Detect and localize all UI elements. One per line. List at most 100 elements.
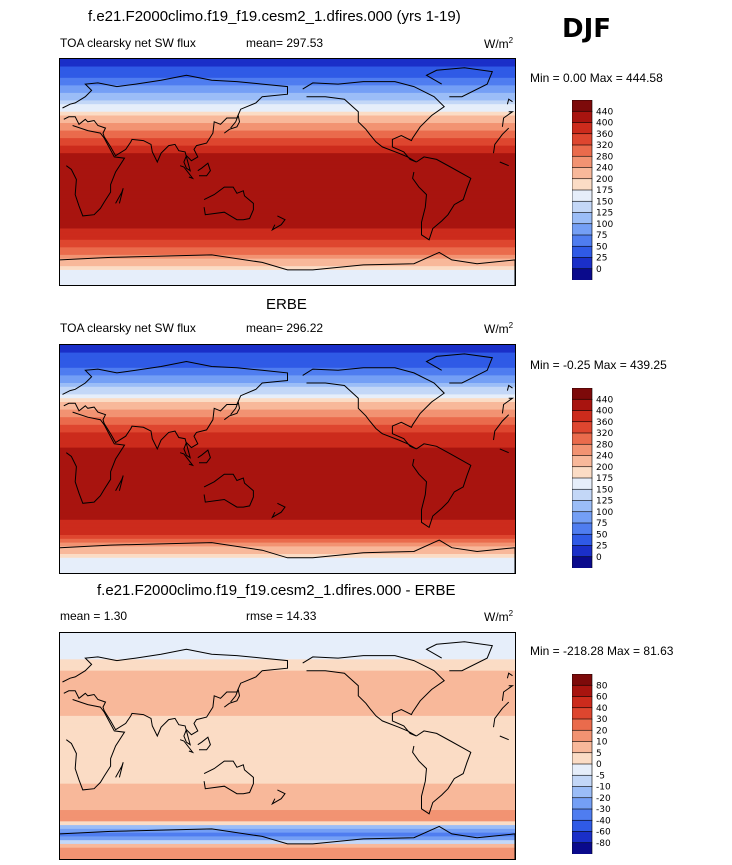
band-lat-20 <box>60 432 515 437</box>
colorbar-swatch <box>571 268 593 281</box>
band-lat-83 <box>60 352 515 357</box>
band-lat-80 <box>60 644 515 649</box>
coastline <box>60 539 515 573</box>
band-lat-53 <box>60 678 515 683</box>
band-lat-8 <box>60 734 515 740</box>
band-lat-41 <box>60 693 515 698</box>
band-lat-14 <box>60 440 515 445</box>
coastline <box>302 655 445 737</box>
colorbar-tick-label: 240 <box>596 164 613 174</box>
band-lat-38 <box>60 409 515 414</box>
season-label: DJF <box>562 14 612 44</box>
coastline <box>501 685 515 701</box>
coastline <box>197 449 211 464</box>
band-lat--79 <box>60 843 515 849</box>
band-lat--16 <box>60 764 515 770</box>
panel1-minmax: Min = 0.00 Max = 444.58 <box>530 71 663 85</box>
band-lat--58 <box>60 817 515 822</box>
band-lat-5 <box>60 451 515 456</box>
colorbar-tick-label: 50 <box>596 242 608 252</box>
band-lat-23 <box>60 715 515 721</box>
band-lat--4 <box>60 175 515 181</box>
panel1-title: f.e21.F2000climo.f19_f19.cesm2_1.dfires.… <box>88 8 461 25</box>
band-lat--76 <box>60 266 515 271</box>
colorbar-tick-label: 0 <box>596 265 602 275</box>
colorbar-swatch <box>571 257 593 270</box>
coastline <box>506 98 513 105</box>
colorbar-tick-label: 360 <box>596 130 613 140</box>
band-lat-2 <box>60 455 515 460</box>
band-lat-50 <box>60 394 515 399</box>
band-lat-32 <box>60 130 515 135</box>
colorbar-tick-label: 5 <box>596 749 602 759</box>
band-lat-71 <box>60 81 515 86</box>
band-lat-29 <box>60 421 515 426</box>
band-lat--64 <box>60 825 515 830</box>
band-lat-32 <box>60 417 515 422</box>
coastline <box>115 762 124 778</box>
band-lat--28 <box>60 205 515 211</box>
band-lat-83 <box>60 66 515 71</box>
colorbar-tick-label: 175 <box>596 186 613 196</box>
colorbar-tick-label: -30 <box>596 805 611 815</box>
band-lat-41 <box>60 405 515 411</box>
colorbar-tick-label: -80 <box>596 839 611 849</box>
coastline <box>412 156 472 241</box>
coastline <box>115 188 124 204</box>
band-lat-35 <box>60 126 515 132</box>
band-lat--43 <box>60 798 515 804</box>
band-lat-56 <box>60 100 515 105</box>
colorbar-swatch <box>571 178 593 191</box>
band-lat--58 <box>60 531 515 536</box>
band-lat-56 <box>60 674 515 679</box>
coastline <box>179 165 195 180</box>
colorbar-tick-label: 20 <box>596 726 608 736</box>
coastline <box>271 502 286 519</box>
band-lat--22 <box>60 772 515 777</box>
band-lat-2 <box>60 168 515 173</box>
coastline <box>60 251 515 285</box>
colorbar-tick-label: -10 <box>596 783 611 793</box>
band-lat--37 <box>60 504 515 509</box>
band-lat-47 <box>60 685 515 691</box>
band-lat-89 <box>60 633 515 638</box>
band-lat--43 <box>60 512 515 517</box>
panel2-map <box>59 344 516 574</box>
colorbar-tick-label: 440 <box>596 107 613 117</box>
panel3-units: W/m2 <box>484 609 514 624</box>
band-lat--25 <box>60 489 515 494</box>
band-lat-59 <box>60 383 515 388</box>
colorbar-swatch <box>571 245 593 259</box>
panel1-variable-label: TOA clearsky net SW flux <box>60 36 196 50</box>
coastline <box>499 448 509 454</box>
coastline <box>271 215 286 232</box>
band-lat--13 <box>60 761 515 766</box>
band-lat--55 <box>60 813 515 819</box>
band-lat-20 <box>60 145 515 150</box>
band-lat--49 <box>60 232 515 237</box>
band-lat-74 <box>60 364 515 369</box>
band-lat-26 <box>60 424 515 430</box>
coastline <box>302 81 445 163</box>
colorbar-swatch <box>571 673 593 686</box>
band-lat--49 <box>60 519 515 525</box>
band-lat-11 <box>60 156 515 162</box>
colorbar-tick-label: 440 <box>596 395 613 405</box>
band-lat--4 <box>60 462 515 468</box>
band-lat--61 <box>60 535 515 540</box>
colorbar-swatch <box>571 234 593 247</box>
band-lat--46 <box>60 802 515 807</box>
coastline <box>412 443 472 529</box>
band-lat--19 <box>60 194 515 199</box>
colorbar-swatch <box>571 500 593 513</box>
colorbar-swatch <box>571 110 593 124</box>
colorbar-swatch <box>571 432 593 445</box>
panel3-title: f.e21.F2000climo.f19_f19.cesm2_1.dfires.… <box>97 582 456 599</box>
colorbar-swatch <box>571 522 593 535</box>
colorbar-tick-label: 400 <box>596 119 613 129</box>
band-lat--34 <box>60 213 515 218</box>
band-lat-80 <box>60 356 515 361</box>
colorbar-tick-label: 320 <box>596 429 613 439</box>
coastline <box>179 452 195 467</box>
colorbar-tick-label: 30 <box>596 715 608 725</box>
